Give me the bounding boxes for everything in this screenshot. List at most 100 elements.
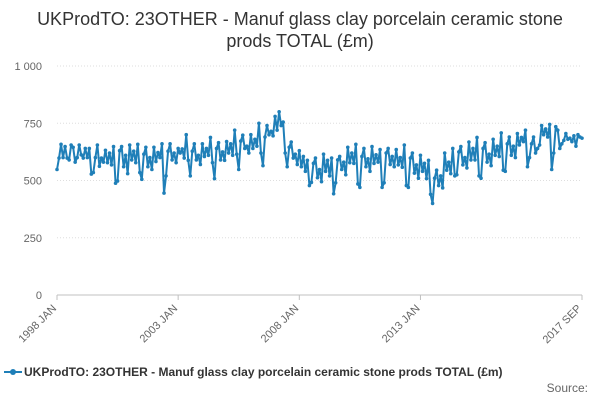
data-point [323, 169, 328, 174]
data-point [471, 146, 475, 151]
data-point [192, 142, 197, 146]
data-point [273, 114, 277, 119]
data-point [440, 186, 445, 190]
data-point [574, 144, 578, 148]
data-point [315, 175, 320, 180]
data-point [467, 140, 471, 144]
data-point [156, 150, 160, 155]
data-point [148, 155, 152, 160]
data-point [79, 153, 84, 157]
data-point [85, 155, 90, 160]
data-point [212, 176, 217, 181]
data-point [210, 160, 215, 165]
data-point [525, 164, 530, 169]
data-point [176, 146, 180, 151]
data-point [321, 152, 326, 156]
data-point [111, 144, 116, 149]
data-point [247, 151, 251, 155]
data-point [109, 163, 114, 167]
data-point [424, 176, 429, 181]
data-point [517, 143, 522, 147]
data-point [204, 146, 209, 151]
data-point [329, 156, 334, 160]
data-point [331, 191, 336, 196]
data-point [483, 140, 487, 145]
data-point [121, 164, 126, 169]
data-point [295, 162, 300, 167]
data-point [93, 155, 98, 160]
data-point [428, 192, 433, 197]
data-point [61, 155, 65, 160]
data-point [267, 132, 271, 137]
data-point [301, 154, 306, 159]
data-point [341, 160, 346, 164]
legend[interactable]: UKProdTO: 23OTHER - Manuf glass clay por… [0, 364, 600, 382]
data-point [249, 132, 253, 137]
axis-layer: 0 250 500 750 1 000 1998 JAN 2003 JAN 2008 JAN 2… [14, 61, 584, 346]
data-point [152, 145, 156, 150]
data-point [214, 146, 219, 151]
data-point [511, 144, 516, 148]
data-point [396, 163, 401, 167]
data-point [259, 151, 263, 155]
data-point [555, 128, 560, 132]
data-point [228, 142, 233, 146]
data-point [67, 158, 71, 162]
data-point [337, 154, 342, 159]
data-point [289, 140, 294, 144]
data-point [539, 123, 544, 128]
data-point [230, 153, 235, 158]
data-point [422, 161, 427, 166]
data-point [529, 142, 534, 146]
data-point [168, 142, 172, 146]
data-point [560, 142, 564, 146]
data-point [279, 123, 283, 128]
data-point [146, 164, 150, 169]
data-point [107, 151, 112, 155]
data-point [281, 120, 285, 124]
data-point [352, 161, 356, 166]
data-point [129, 158, 134, 162]
data-point [220, 150, 225, 154]
data-point [531, 135, 536, 139]
data-point [503, 169, 508, 174]
data-point [442, 151, 447, 155]
data-point [303, 169, 308, 174]
data-point [572, 134, 576, 138]
data-point [236, 167, 241, 172]
data-point [568, 136, 572, 140]
data-point [459, 144, 463, 149]
y-tick-label: 250 [24, 233, 42, 245]
data-point [362, 146, 366, 151]
x-tick-label: 2003 JAN [138, 303, 181, 346]
data-point [164, 174, 168, 178]
data-point [99, 156, 104, 160]
data-point [299, 164, 304, 169]
data-point [285, 164, 289, 169]
data-point [170, 158, 174, 162]
data-point [117, 148, 122, 153]
data-point [135, 142, 140, 147]
data-point [434, 168, 439, 172]
data-point [416, 176, 421, 181]
data-point [234, 152, 239, 156]
data-point [291, 156, 296, 160]
data-point [245, 144, 249, 148]
data-point [562, 138, 566, 143]
data-point [461, 163, 465, 167]
data-point [564, 131, 568, 136]
data-point [392, 164, 397, 169]
data-point [557, 146, 562, 151]
data-point [489, 163, 493, 168]
data-point [275, 128, 279, 132]
data-point [343, 172, 348, 177]
data-point [172, 151, 176, 155]
data-point [253, 137, 257, 142]
data-point [59, 142, 63, 147]
data-point [382, 180, 386, 185]
data-point [388, 162, 392, 167]
data-point [287, 145, 292, 150]
data-point [493, 153, 497, 158]
data-point [81, 156, 86, 160]
data-point [127, 143, 132, 147]
